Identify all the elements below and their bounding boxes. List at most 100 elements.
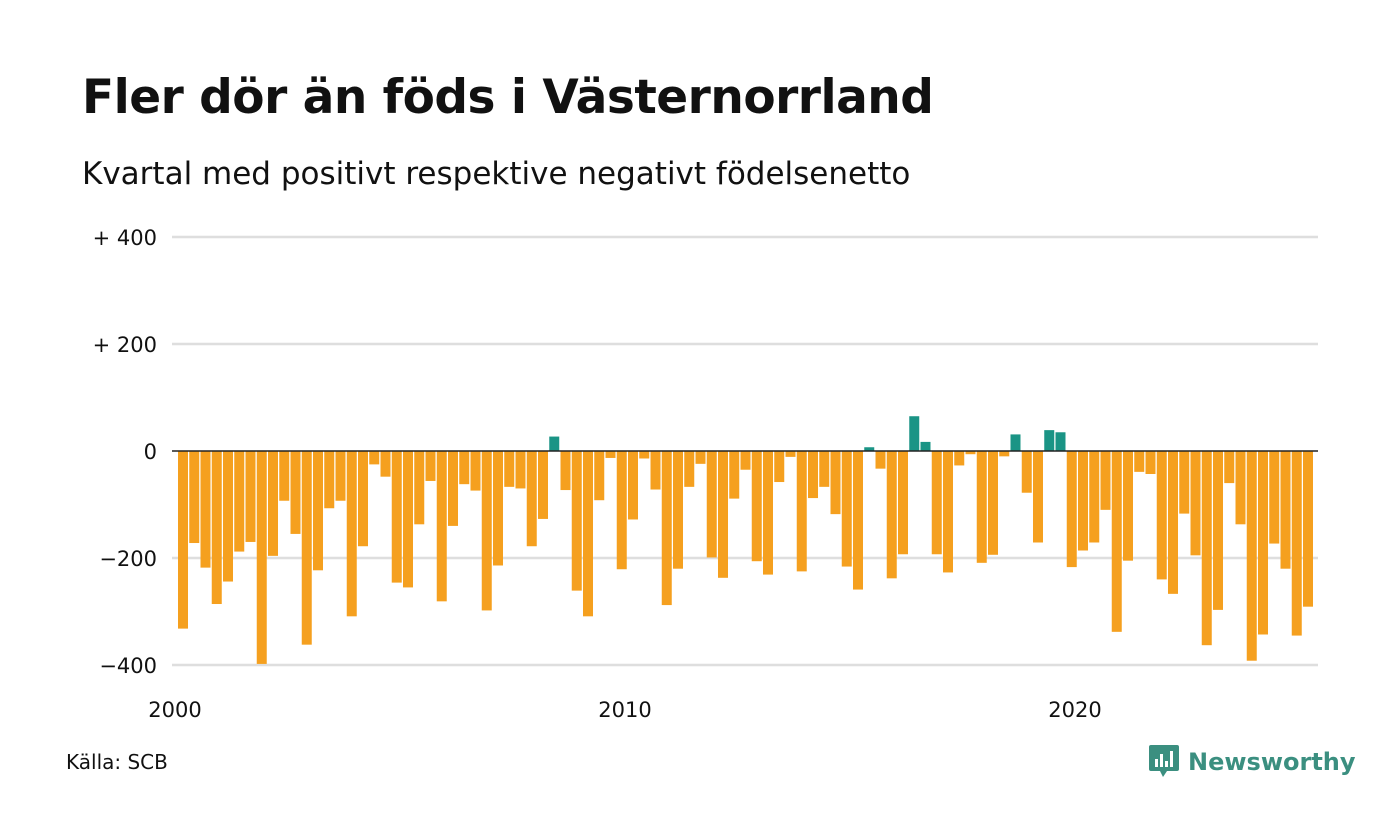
bar <box>549 436 560 451</box>
bar <box>313 451 323 571</box>
bar <box>1078 451 1088 551</box>
bar <box>279 451 290 501</box>
x-tick-label: 2000 <box>148 698 201 722</box>
bar <box>470 451 481 491</box>
source-label: Källa: SCB <box>66 750 168 774</box>
bar <box>526 451 537 547</box>
bar <box>695 451 706 464</box>
bar <box>1246 451 1257 661</box>
bar <box>234 451 245 552</box>
bar <box>200 451 211 568</box>
bar <box>391 451 402 583</box>
bar <box>976 451 987 563</box>
y-axis-tick-labels: + 400 + 200 0 −200 −400 <box>93 226 157 678</box>
newsworthy-chart-bubble-icon <box>1149 745 1179 777</box>
brand-logo: Newsworthy <box>1148 742 1356 782</box>
bar <box>785 451 796 457</box>
bar <box>1134 451 1145 472</box>
bar <box>729 451 740 499</box>
bar <box>819 451 830 487</box>
bar <box>1100 451 1111 510</box>
bar <box>605 451 616 458</box>
bar <box>1291 451 1302 636</box>
bar <box>1224 451 1235 484</box>
brand-name: Newsworthy <box>1188 748 1356 776</box>
bar <box>493 451 503 566</box>
bars <box>178 416 1313 664</box>
y-tick-label: 0 <box>144 440 157 464</box>
bar <box>436 451 447 602</box>
bar <box>954 451 965 466</box>
bar <box>414 451 425 525</box>
bar <box>639 451 650 459</box>
bar <box>223 451 233 582</box>
bar <box>1021 451 1032 493</box>
bar <box>1066 451 1077 568</box>
bar <box>1303 451 1313 607</box>
bar <box>920 441 931 451</box>
chart-title: Fler dör än föds i Västernorrland <box>82 70 934 125</box>
y-tick-label: −200 <box>99 547 157 571</box>
bar <box>628 451 638 520</box>
bar <box>403 451 413 588</box>
bar <box>875 451 886 469</box>
bar <box>290 451 301 534</box>
bar <box>481 451 492 611</box>
chart-subtitle: Kvartal med positivt respektive negativt… <box>82 156 911 192</box>
bar <box>841 451 852 567</box>
bar <box>1055 432 1066 451</box>
bar <box>965 451 976 455</box>
bar <box>1179 451 1190 514</box>
bar <box>1168 451 1178 594</box>
bar <box>616 451 627 570</box>
bar <box>808 451 818 499</box>
bar <box>886 451 897 579</box>
x-tick-label: 2020 <box>1048 698 1101 722</box>
bar <box>1213 451 1223 610</box>
bar <box>1269 451 1280 544</box>
bar <box>583 451 593 617</box>
bar <box>830 451 841 515</box>
bar <box>853 451 863 590</box>
bar <box>1156 451 1167 580</box>
x-axis-tick-labels: 2000 2010 2020 <box>148 698 1101 722</box>
bar <box>346 451 357 617</box>
bar <box>774 451 785 483</box>
bar <box>796 451 807 572</box>
bar <box>1044 430 1055 451</box>
bar <box>256 451 267 664</box>
bar <box>751 451 762 562</box>
bar <box>560 451 571 491</box>
bar <box>245 451 256 542</box>
bar <box>864 447 875 451</box>
bar <box>1190 451 1201 556</box>
bar <box>178 451 188 629</box>
bar <box>1111 451 1122 632</box>
bar <box>268 451 278 556</box>
bar <box>369 451 380 465</box>
y-tick-label: + 400 <box>93 226 157 250</box>
bar <box>1089 451 1100 543</box>
bar <box>1033 451 1043 543</box>
bar <box>459 451 470 485</box>
bar <box>661 451 672 606</box>
bar <box>301 451 312 645</box>
bar <box>763 451 773 575</box>
bar <box>1010 434 1021 451</box>
bar <box>684 451 695 487</box>
bar <box>380 451 391 477</box>
bar <box>740 451 751 470</box>
bar <box>571 451 582 591</box>
x-tick-label: 2010 <box>598 698 651 722</box>
bar <box>515 451 526 489</box>
bar <box>504 451 515 487</box>
bar <box>943 451 953 573</box>
bar <box>425 451 436 481</box>
bar <box>909 416 920 451</box>
bar <box>706 451 717 558</box>
bar <box>1258 451 1268 635</box>
y-tick-label: + 200 <box>93 333 157 357</box>
bar <box>211 451 222 605</box>
bar <box>1123 451 1133 561</box>
